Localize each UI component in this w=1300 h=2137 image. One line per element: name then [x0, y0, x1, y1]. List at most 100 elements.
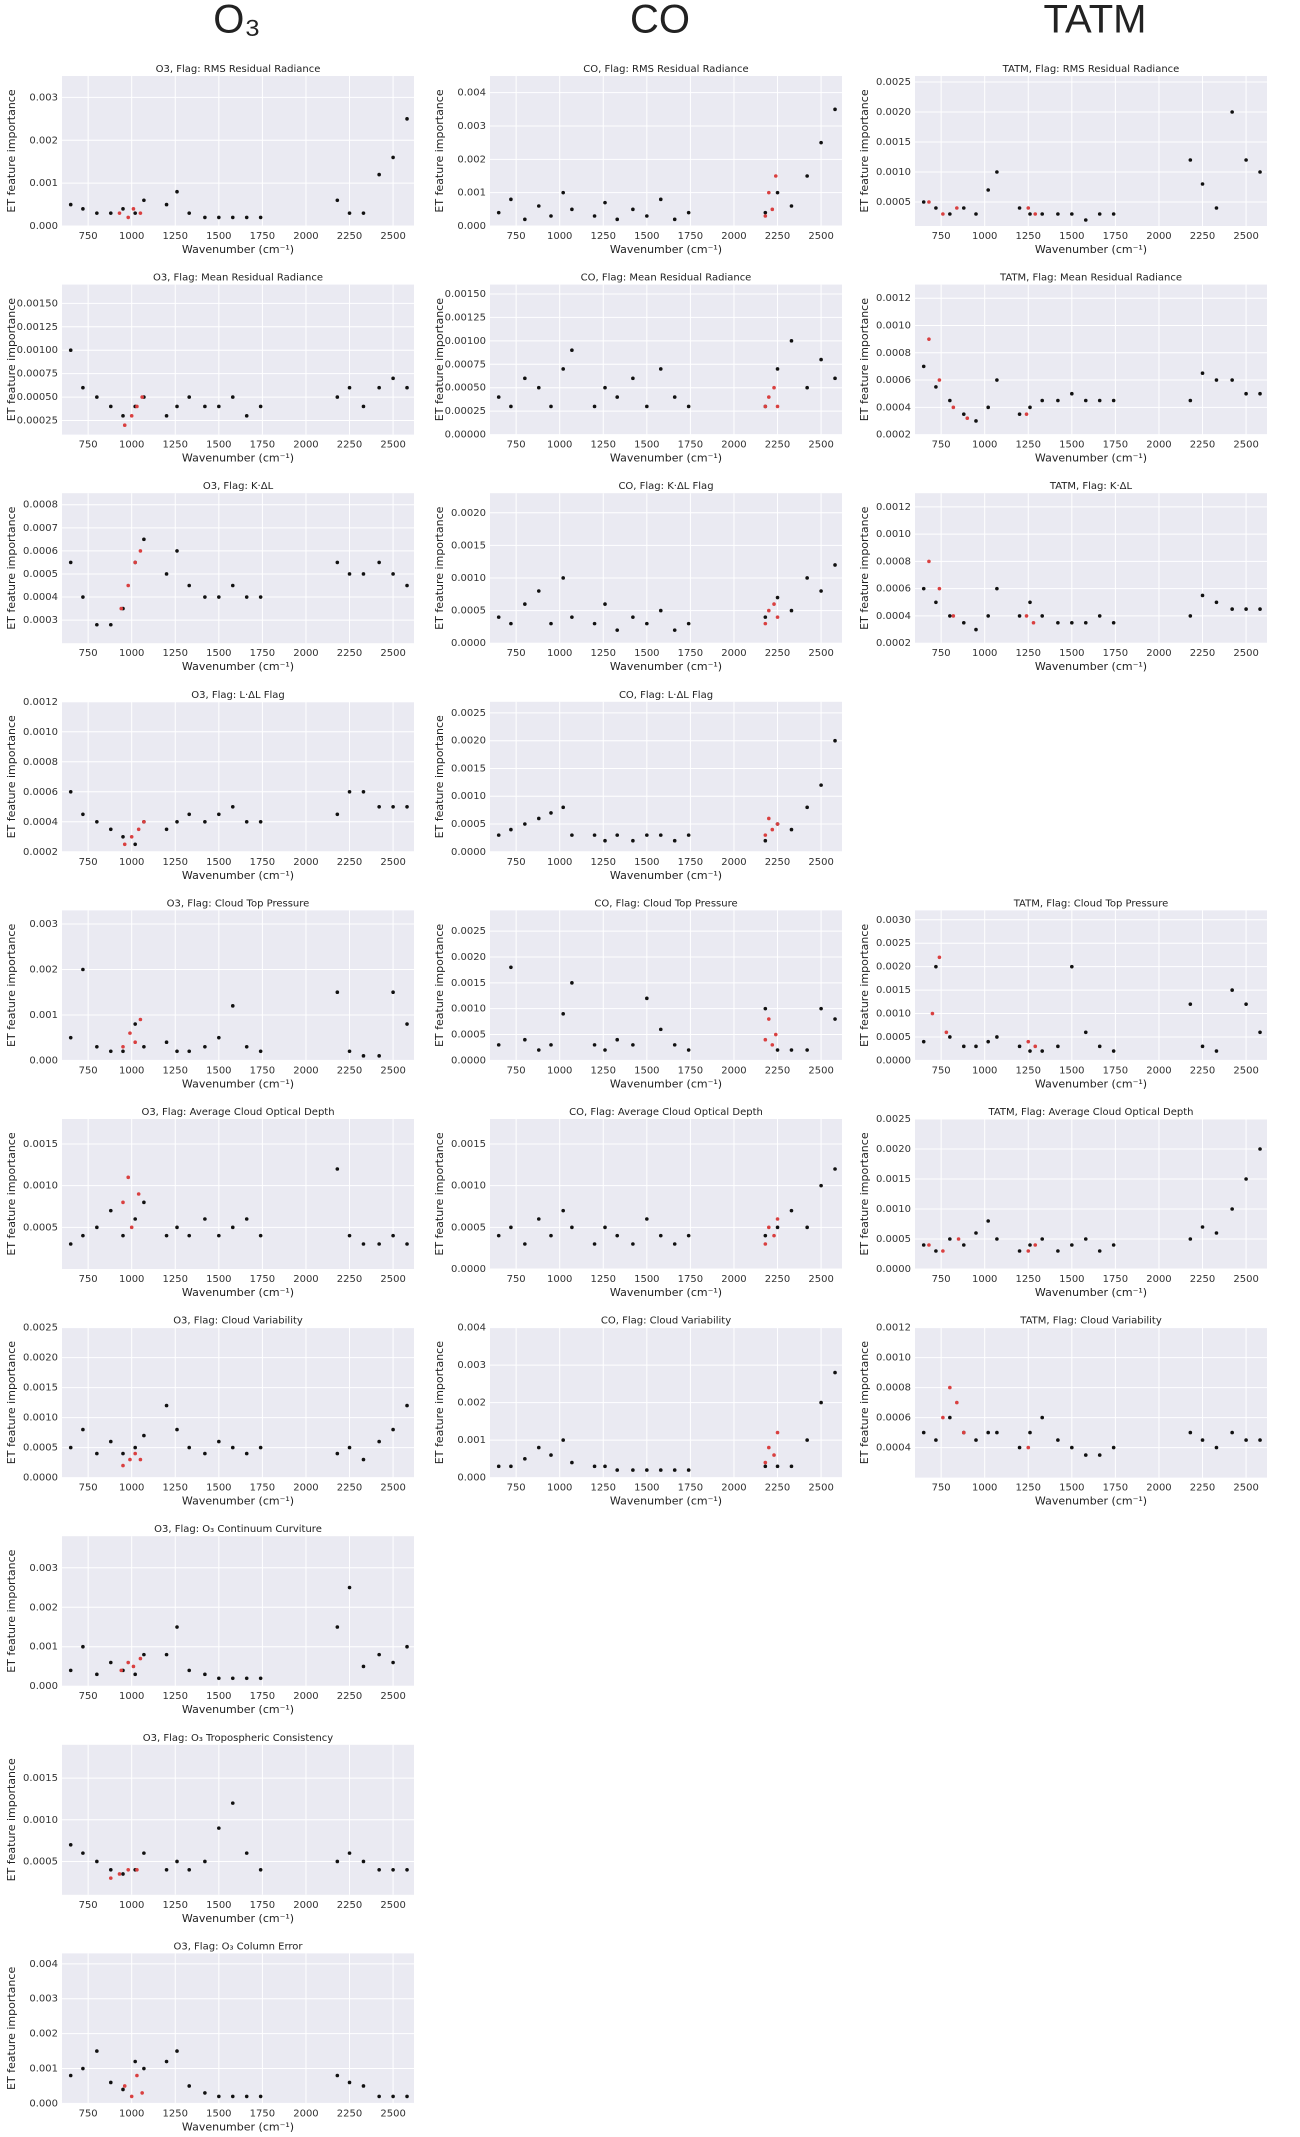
point [1017, 1249, 1022, 1253]
point [549, 214, 553, 218]
chart-title: CO, Flag: K·ΔL Flag [618, 481, 713, 492]
y-tick-label: 0.0030 [876, 915, 911, 926]
x-tick-label: 1750 [250, 1900, 275, 1911]
point [819, 1183, 823, 1188]
point [948, 1415, 952, 1420]
y-tick-label: 0.000 [457, 221, 486, 232]
y-tick-label: 0.0008 [876, 348, 911, 359]
point [68, 790, 73, 794]
point [347, 211, 352, 215]
x-tick-label: 1750 [250, 231, 275, 242]
chart-title: O3, Flag: Mean Residual Radiance [153, 273, 323, 284]
x-tick-label: 750 [507, 648, 526, 659]
point [1070, 964, 1074, 969]
x-tick-label: 1250 [591, 231, 616, 242]
point [995, 586, 999, 591]
point [203, 1044, 207, 1049]
point [133, 1672, 137, 1677]
y-tick-label: 0.0015 [451, 1139, 486, 1150]
x-tick-label: 2500 [808, 1274, 833, 1285]
x-axis-label: Wavenumber (cm⁻¹) [182, 660, 294, 673]
point [658, 1233, 663, 1238]
point [549, 404, 553, 409]
x-tick-label: 2000 [293, 440, 318, 451]
plot-area [62, 284, 414, 435]
y-tick-label: 0.00125 [17, 322, 58, 333]
point [921, 1430, 926, 1435]
point [121, 835, 125, 839]
point [244, 1676, 249, 1681]
point [361, 1054, 366, 1058]
point [1056, 398, 1060, 403]
x-tick-label: 1000 [119, 2108, 144, 2119]
point [187, 1868, 192, 1872]
point [1083, 218, 1088, 222]
point [1214, 600, 1219, 605]
chart-title: CO, Flag: Average Cloud Optical Depth [569, 1107, 763, 1118]
point [95, 820, 99, 824]
x-tick-label: 1500 [634, 231, 659, 242]
point [763, 1242, 768, 1246]
point [133, 2059, 137, 2064]
point [672, 838, 677, 843]
point [944, 1030, 949, 1035]
y-tick-label: 0.000 [29, 2098, 58, 2109]
y-tick-label: 0.0005 [23, 1443, 58, 1454]
point [121, 1233, 125, 1238]
point [361, 1859, 366, 1864]
point [1230, 1430, 1234, 1435]
point [1230, 1207, 1234, 1211]
x-tick-label: 2500 [808, 231, 833, 242]
point [995, 378, 999, 382]
x-tick-label: 2000 [1146, 231, 1171, 242]
point [217, 1676, 221, 1681]
x-tick-label: 2500 [808, 1483, 833, 1494]
x-tick-label: 750 [79, 648, 98, 659]
x-tick-label: 1750 [678, 440, 703, 451]
point [361, 572, 366, 576]
point [1040, 1237, 1045, 1241]
point [1083, 398, 1088, 403]
x-axis-label: Wavenumber (cm⁻¹) [182, 1495, 294, 1508]
x-tick-label: 1000 [972, 440, 997, 451]
point [377, 172, 381, 177]
y-tick-label: 0.002 [29, 2029, 58, 2040]
point [833, 107, 837, 112]
point [536, 204, 541, 208]
point [549, 1453, 553, 1457]
x-tick-label: 1250 [163, 231, 188, 242]
point [361, 2084, 366, 2088]
point [1040, 398, 1045, 403]
y-tick-label: 0.003 [457, 121, 486, 132]
point [592, 214, 597, 218]
point [592, 1464, 597, 1469]
y-tick-label: 0.0010 [876, 529, 911, 540]
plot-area [62, 701, 414, 852]
x-axis-label: Wavenumber (cm⁻¹) [1035, 660, 1147, 673]
point [142, 820, 146, 824]
x-axis-label: Wavenumber (cm⁻¹) [610, 869, 722, 882]
y-tick-label: 0.0015 [23, 1139, 58, 1150]
point [1017, 1445, 1022, 1450]
chart-title: TATM, Flag: Average Cloud Optical Depth [988, 1107, 1194, 1118]
point [187, 812, 192, 817]
chart-title: O3, Flag: Average Cloud Optical Depth [141, 1107, 334, 1118]
point [391, 1660, 395, 1665]
point [81, 967, 85, 972]
point [603, 385, 607, 390]
point [592, 1242, 597, 1246]
point [187, 395, 192, 399]
x-tick-label: 1750 [1103, 1274, 1128, 1285]
point [1111, 212, 1116, 216]
x-tick-label: 2000 [293, 231, 318, 242]
point [258, 1233, 263, 1238]
point [203, 1672, 207, 1677]
x-axis-label: Wavenumber (cm⁻¹) [610, 1077, 722, 1090]
x-tick-label: 2000 [293, 648, 318, 659]
y-tick-label: 0.0015 [23, 1383, 58, 1394]
point [549, 1043, 553, 1047]
x-tick-label: 1500 [206, 1274, 231, 1285]
y-axis-label: ET feature importance [5, 1341, 18, 1464]
y-tick-label: 0.0004 [876, 611, 911, 622]
point [1033, 1044, 1038, 1049]
